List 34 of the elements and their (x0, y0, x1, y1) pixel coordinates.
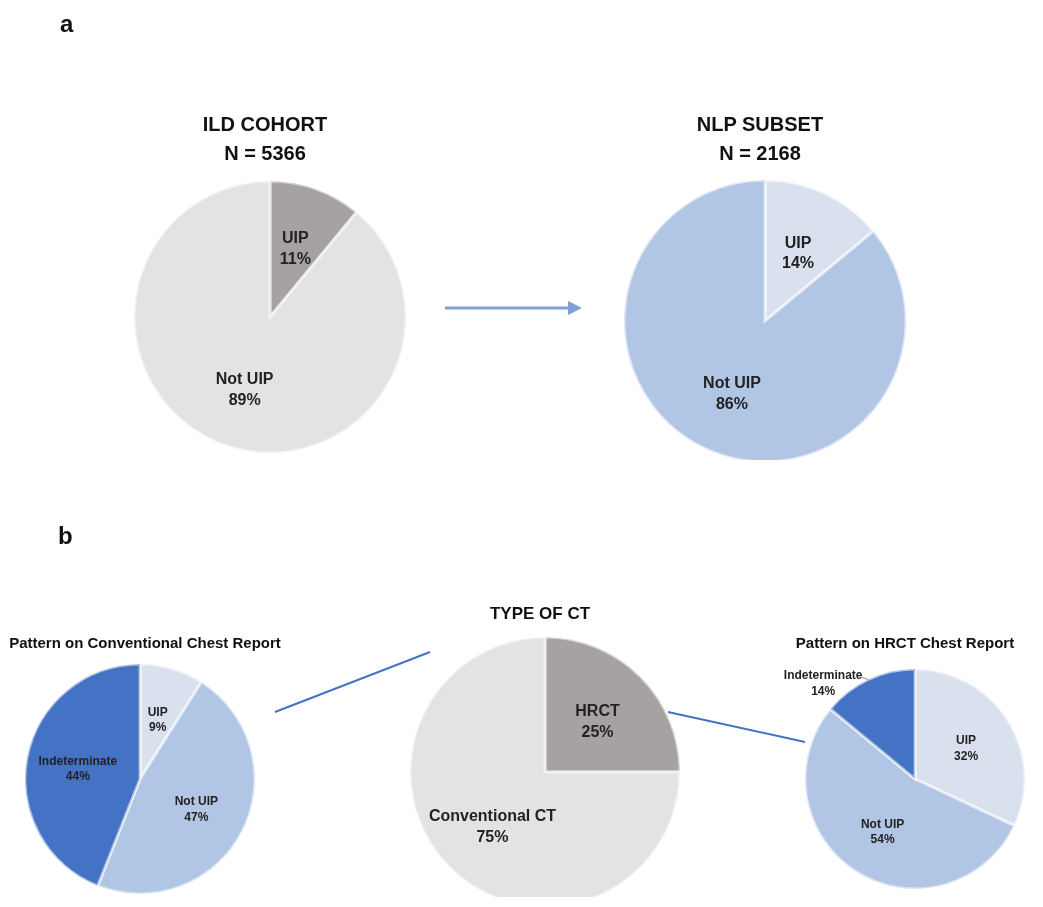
slice-label: UIP (147, 704, 168, 719)
chart-subtitle: N = 5366 (223, 141, 307, 166)
data-label: 9% (148, 720, 167, 735)
data-label: 14% (782, 254, 815, 272)
data-label: 89% (228, 390, 261, 408)
slice-label: UIP (282, 229, 309, 247)
slice-label: Not UIP (174, 794, 219, 809)
data-label: 75% (476, 828, 509, 846)
chart-title: TYPE OF CT (488, 603, 592, 625)
slice-label: Conventional CT (428, 807, 557, 825)
chart-title: Pattern on Conventional Chest Report (8, 633, 282, 653)
chart-title: Pattern on HRCT Chest Report (794, 633, 1016, 653)
chart-title: ILD COHORT (201, 112, 329, 137)
slice-label: Not UIP (860, 816, 905, 831)
text: a (60, 10, 74, 38)
data-label: 14% (811, 683, 836, 698)
slice-label: UIP (956, 733, 977, 748)
data-label: 11% (279, 250, 311, 268)
data-label: 47% (184, 809, 209, 824)
slice-label: Not UIP (215, 370, 274, 388)
chart-title: NLP SUBSET (695, 112, 825, 137)
data-label: 25% (581, 723, 614, 741)
data-label: 32% (954, 748, 979, 763)
slice-label: Indeterminate (38, 753, 118, 768)
text: b (58, 522, 73, 550)
data-label: 86% (715, 394, 748, 412)
slice-label: Indeterminate (783, 668, 863, 683)
slice-label: UIP (784, 233, 812, 251)
chart-subtitle: N = 2168 (718, 141, 802, 166)
pie-slice (132, 179, 408, 455)
slice-label: Not UIP (703, 373, 762, 391)
data-label: 54% (870, 832, 895, 847)
data-label: 44% (65, 769, 91, 784)
slice-label: HRCT (575, 702, 620, 720)
